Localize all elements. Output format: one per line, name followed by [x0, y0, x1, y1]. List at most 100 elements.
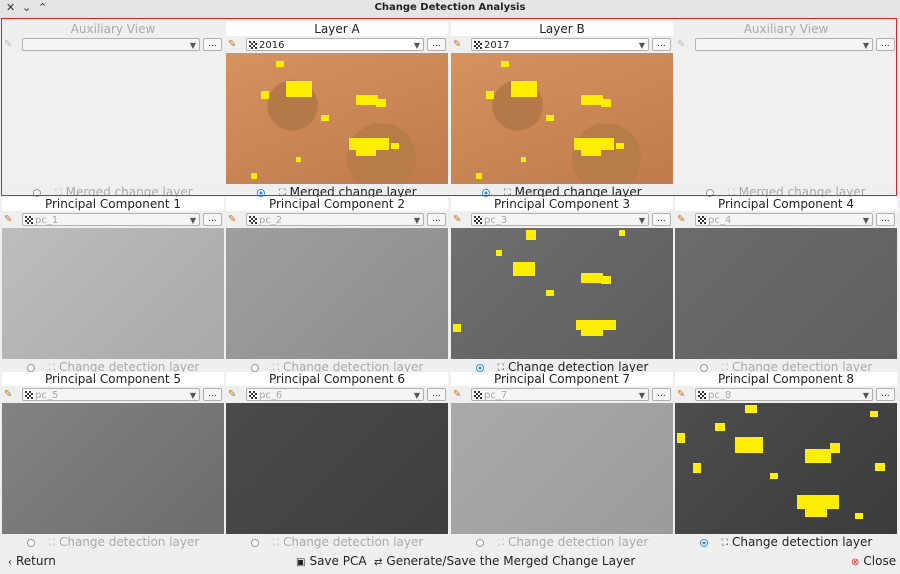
generate-icon: ⇄ [374, 557, 383, 568]
radio-button[interactable] [26, 363, 35, 372]
pc7-panel: Principal Component 7 ✎ pc_7 ▼ ... ⛶ Chang… [451, 372, 673, 550]
brush-icon[interactable]: ✎ [228, 389, 237, 400]
brush-icon[interactable]: ✎ [228, 39, 237, 50]
maximize-window-icon[interactable]: ⌃ [38, 1, 48, 14]
layer-icon: ⛶ [272, 362, 279, 373]
layer-select[interactable]: pc_3 ▼ [471, 213, 649, 226]
radio-label: Change detection layer [731, 360, 873, 374]
brush-icon[interactable]: ✎ [228, 214, 237, 225]
change-detection-option[interactable]: ⛶ Change detection layer [451, 359, 673, 375]
chevron-down-icon: ▼ [189, 216, 196, 225]
brush-icon[interactable]: ✎ [4, 389, 13, 400]
radio-button[interactable] [26, 538, 35, 547]
browse-button[interactable]: ... [876, 213, 895, 226]
layer-select[interactable]: pc_7 ▼ [471, 388, 649, 401]
change-detection-option[interactable]: ⛶ Change detection layer [226, 534, 448, 550]
generate-merged-layer-button[interactable]: ⇄ Generate/Save the Merged Change Layer [374, 554, 635, 568]
layer-select[interactable]: 2016 ▼ [246, 38, 424, 51]
layer-select[interactable]: pc_5 ▼ [22, 388, 200, 401]
layer-select[interactable]: pc_1 ▼ [22, 213, 200, 226]
panel-title: Auxiliary View [70, 22, 156, 36]
browse-button[interactable]: ... [652, 38, 671, 51]
chevron-left-icon: ‹ [8, 557, 12, 568]
minimize-window-icon[interactable]: ⌄ [22, 1, 32, 14]
layer-icon: ⛶ [728, 187, 735, 198]
brush-icon[interactable]: ✎ [4, 214, 13, 225]
change-mask-overlay [453, 230, 625, 336]
browse-button[interactable]: ... [876, 388, 895, 401]
chevron-down-icon: ▼ [638, 216, 645, 225]
browse-button[interactable]: ... [427, 38, 446, 51]
browse-button[interactable]: ... [203, 213, 222, 226]
change-detection-option[interactable]: ⛶ Change detection layer [2, 359, 224, 375]
return-button[interactable]: ‹ Return [8, 554, 56, 568]
radio-button[interactable] [706, 188, 715, 197]
radio-button[interactable] [257, 188, 266, 197]
save-pca-label: Save PCA [309, 554, 367, 568]
layer-icon: ⛶ [48, 537, 55, 548]
browse-button[interactable]: ... [652, 213, 671, 226]
layer-select[interactable]: pc_4 ▼ [695, 213, 873, 226]
browse-button[interactable]: ... [203, 38, 222, 51]
radio-button[interactable] [699, 363, 708, 372]
panel-title: Principal Component 5 [2, 372, 224, 386]
change-mask-overlay [251, 61, 399, 179]
radio-button[interactable] [250, 538, 259, 547]
browse-button[interactable]: ... [427, 388, 446, 401]
raster-icon [249, 216, 257, 224]
layer-select[interactable]: pc_8 ▼ [695, 388, 873, 401]
generate-label: Generate/Save the Merged Change Layer [386, 554, 636, 568]
chevron-down-icon: ▼ [638, 41, 645, 50]
layer-icon: ⛶ [497, 537, 504, 548]
brush-icon[interactable]: ✎ [453, 389, 462, 400]
raster-icon [474, 391, 482, 399]
browse-button[interactable]: ... [876, 38, 895, 51]
layer-select[interactable]: 2017 ▼ [471, 38, 649, 51]
change-detection-option[interactable]: ⛶ Change detection layer [2, 534, 224, 550]
brush-icon[interactable]: ✎ [453, 39, 462, 50]
layer-image [451, 228, 673, 359]
panel-title: Principal Component 1 [2, 197, 224, 211]
layer-icon: ⛶ [721, 537, 728, 548]
layer-image [226, 403, 448, 534]
radio-label: Change detection layer [282, 360, 424, 374]
radio-button[interactable] [482, 188, 491, 197]
change-detection-option[interactable]: ⛶ Change detection layer [675, 359, 897, 375]
layer-select[interactable]: pc_2 ▼ [246, 213, 424, 226]
change-detection-option[interactable]: ⛶ Change detection layer [675, 534, 897, 550]
close-window-icon[interactable]: ✕ [6, 1, 16, 14]
raster-icon [25, 391, 33, 399]
brush-icon[interactable]: ✎ [677, 389, 686, 400]
radio-button[interactable] [699, 538, 708, 547]
radio-button[interactable] [475, 363, 484, 372]
layer-select[interactable]: pc_6 ▼ [246, 388, 424, 401]
layer-image [2, 228, 224, 359]
save-pca-button[interactable]: ▣ Save PCA [296, 554, 367, 568]
radio-label: Change detection layer [282, 535, 424, 549]
layer-image [451, 403, 673, 534]
browse-button[interactable]: ... [652, 388, 671, 401]
layer-icon: ⛶ [497, 362, 504, 373]
radio-label: Change detection layer [58, 535, 200, 549]
browse-button[interactable]: ... [203, 388, 222, 401]
change-mask-overlay [677, 405, 885, 519]
layer-icon: ⛶ [721, 362, 728, 373]
radio-label: Change detection layer [507, 535, 649, 549]
layer-image [675, 228, 897, 359]
layer-select[interactable]: ▼ [695, 38, 873, 51]
close-button[interactable]: ⊗ Close [851, 554, 896, 568]
change-detection-option[interactable]: ⛶ Change detection layer [451, 534, 673, 550]
panel-title: Principal Component 6 [226, 372, 448, 386]
chevron-down-icon: ▼ [413, 41, 420, 50]
brush-icon: ✎ [677, 39, 686, 50]
browse-button[interactable]: ... [427, 213, 446, 226]
radio-button[interactable] [33, 188, 42, 197]
layer-select[interactable]: ▼ [22, 38, 200, 51]
brush-icon[interactable]: ✎ [677, 214, 686, 225]
radio-button[interactable] [250, 363, 259, 372]
brush-icon[interactable]: ✎ [453, 214, 462, 225]
layer-image [451, 53, 673, 184]
chevron-down-icon: ▼ [862, 391, 869, 400]
radio-button[interactable] [475, 538, 484, 547]
change-detection-option[interactable]: ⛶ Change detection layer [226, 359, 448, 375]
